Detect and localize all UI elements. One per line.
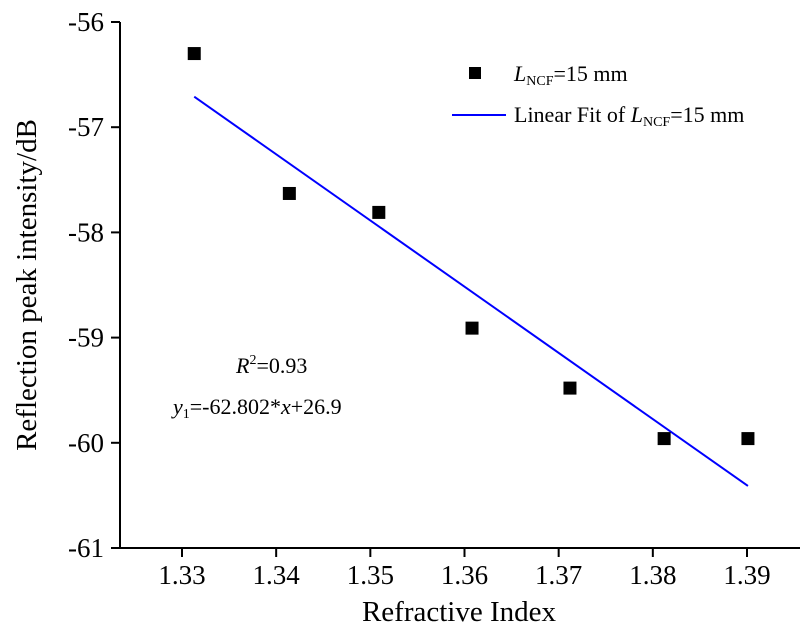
y-tick-label: -59 — [68, 323, 104, 353]
eq-x: x — [280, 394, 291, 419]
eq-end: +26.9 — [291, 394, 342, 419]
legend-fit-var: L — [630, 102, 643, 127]
r-squared-annotation: R2=0.93 — [235, 353, 307, 378]
r2-var: R — [235, 353, 250, 378]
legend-sub: NCF — [526, 74, 553, 89]
y-tick-label: -61 — [68, 533, 104, 563]
x-tick-label: 1.35 — [347, 560, 394, 590]
legend-fit-prefix: Linear Fit of — [514, 102, 631, 127]
x-ticks: 1.33 1.34 1.35 1.36 1.37 1.38 1.39 — [158, 548, 771, 590]
data-point — [282, 186, 296, 200]
x-tick-label: 1.38 — [629, 560, 676, 590]
legend-var: L — [513, 61, 526, 86]
r2-value: =0.93 — [256, 353, 307, 378]
data-point — [741, 432, 755, 446]
legend-fit-suffix: =15 mm — [670, 102, 744, 127]
legend-marker-square — [469, 67, 481, 79]
r2-sup: 2 — [249, 353, 256, 368]
legend-suffix: =15 mm — [553, 61, 627, 86]
x-axis-title: Refractive Index — [362, 596, 557, 628]
data-point — [465, 321, 479, 335]
y-tick-label: -60 — [68, 428, 104, 458]
y-axis-title: Reflection peak intensity/dB — [11, 119, 43, 451]
eq-mid: =-62.802* — [190, 394, 281, 419]
data-point — [372, 205, 386, 219]
fit-equation-annotation: y1=-62.802*x+26.9 — [171, 394, 342, 422]
data-point — [187, 47, 201, 61]
legend: LNCF=15 mm Linear Fit of LNCF=15 mm — [452, 61, 744, 130]
eq-var: y — [171, 394, 183, 419]
eq-sub: 1 — [183, 407, 190, 422]
x-tick-label: 1.39 — [723, 560, 770, 590]
y-tick-label: -58 — [68, 217, 104, 247]
y-tick-label: -57 — [68, 112, 104, 142]
y-ticks: -56 -57 -58 -59 -60 -61 — [68, 7, 120, 563]
data-points-layer — [187, 47, 755, 446]
data-point — [657, 432, 671, 446]
data-point — [563, 381, 577, 395]
legend-fit-sub: NCF — [643, 115, 670, 130]
fit-line — [193, 95, 749, 487]
y-tick-label: -56 — [68, 7, 104, 37]
fit-line-layer — [193, 95, 749, 487]
x-tick-label: 1.34 — [253, 560, 301, 590]
x-tick-label: 1.36 — [441, 560, 488, 590]
x-tick-label: 1.33 — [158, 560, 205, 590]
x-tick-label: 1.37 — [535, 560, 582, 590]
legend-entry-scatter: LNCF=15 mm — [513, 61, 628, 89]
legend-entry-fit: Linear Fit of LNCF=15 mm — [514, 102, 744, 130]
